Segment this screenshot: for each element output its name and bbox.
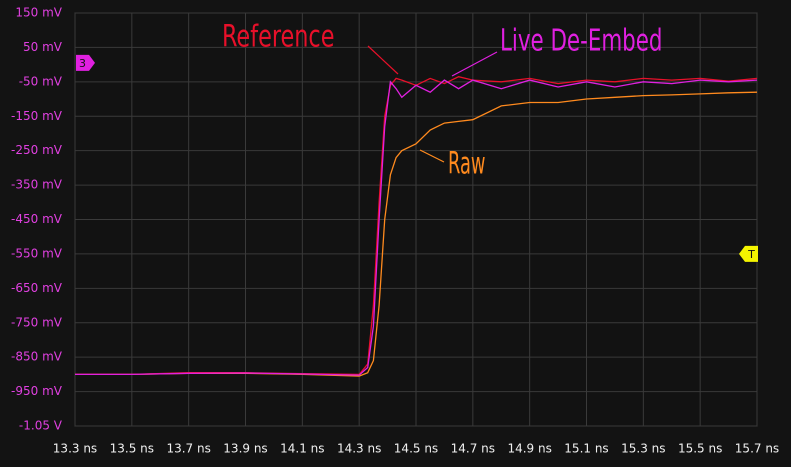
y-tick-label: -350 mV [11,178,63,192]
x-tick-label: 15.7 ns [735,442,779,456]
x-tick-label: 13.3 ns [53,442,97,456]
marker-label: 3 [79,57,86,70]
x-tick-label: 14.1 ns [280,442,324,456]
x-tick-label: 15.5 ns [678,442,722,456]
x-tick-label: 13.5 ns [110,442,154,456]
x-tick-label: 13.9 ns [223,442,267,456]
x-tick-label: 15.3 ns [621,442,665,456]
y-tick-label: -950 mV [11,384,63,398]
y-tick-label: 50 mV [23,40,63,54]
y-tick-label: -150 mV [11,109,63,123]
annotation-leader [419,149,445,163]
y-tick-label: -1.05 V [19,419,63,433]
y-tick-label: -750 mV [11,315,63,329]
x-tick-label: 14.7 ns [451,442,495,456]
x-tick-label: 13.7 ns [166,442,210,456]
annotation-leader [451,51,498,77]
x-tick-label: 14.5 ns [394,442,438,456]
annotation: Reference [222,20,335,55]
annotation: Live De-Embed [500,24,663,59]
y-tick-label: 150 mV [15,6,62,20]
trace [75,79,758,376]
trace [75,91,758,377]
x-tick-label: 15.1 ns [564,442,608,456]
y-tick-label: -650 mV [11,281,63,295]
annotation: Raw [448,147,486,182]
x-tick-label: 14.9 ns [507,442,551,456]
y-tick-label: -850 mV [11,350,63,364]
annotation-leader [367,45,399,75]
x-tick-label: 14.3 ns [337,442,381,456]
marker-label: T [747,248,755,261]
y-tick-label: -50 mV [19,74,63,88]
level-marker [76,54,95,71]
y-tick-label: -250 mV [11,143,63,157]
level-marker [739,245,758,262]
y-tick-label: -450 mV [11,212,63,226]
y-tick-label: -550 mV [11,246,63,260]
